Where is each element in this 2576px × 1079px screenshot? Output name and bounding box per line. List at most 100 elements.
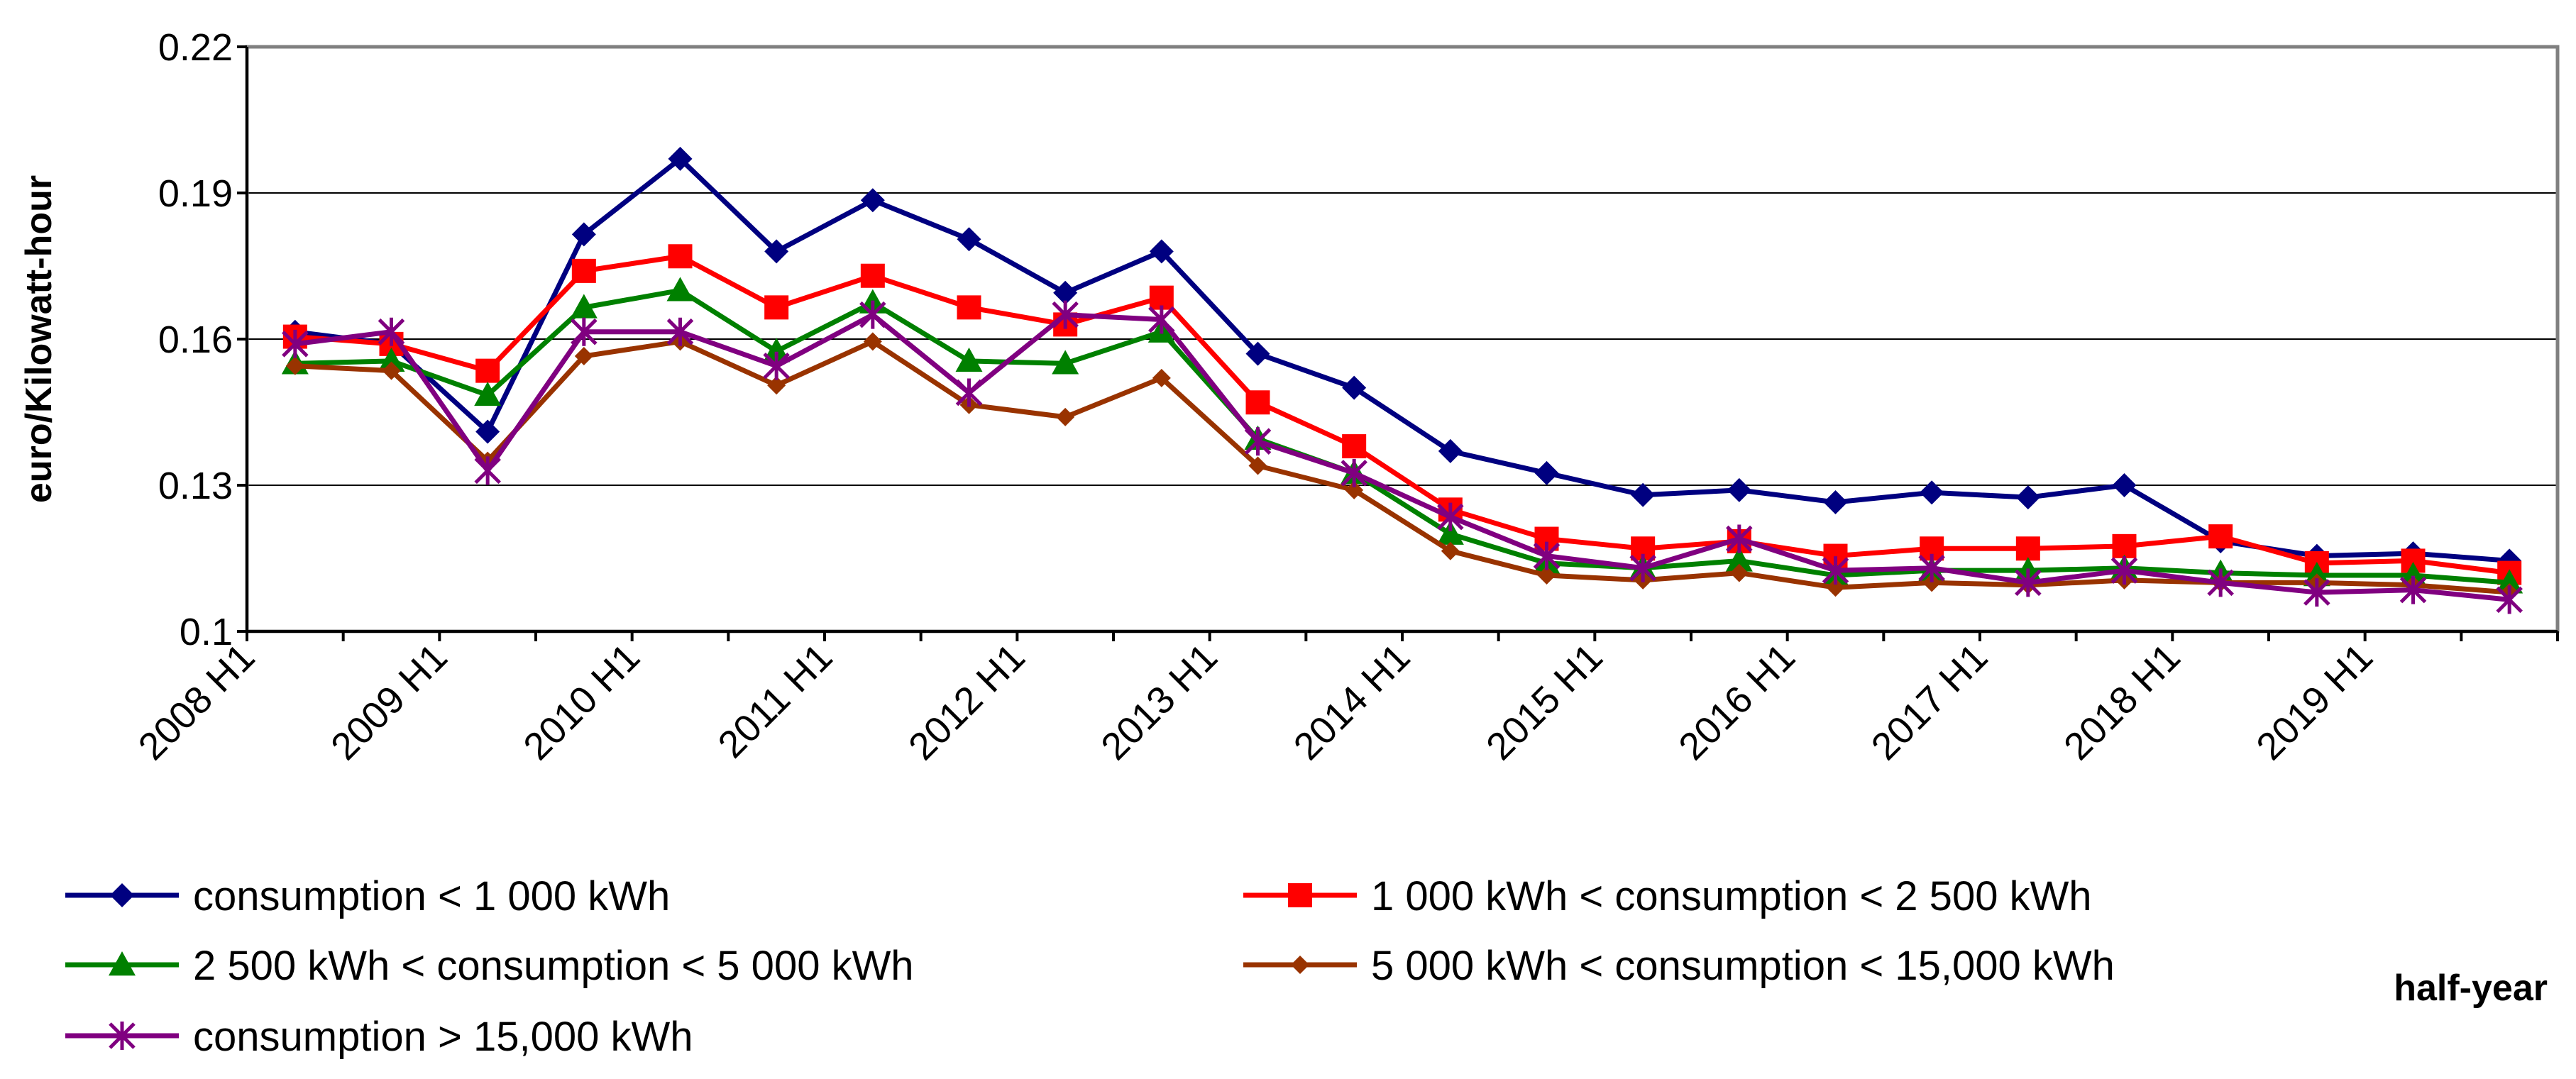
data-point — [1726, 524, 1753, 553]
data-point — [1631, 482, 1656, 507]
legend-marker — [1291, 956, 1309, 974]
legend-marker — [110, 883, 134, 907]
y-tick-label: 0.13 — [158, 465, 233, 507]
series-layer — [281, 146, 2523, 614]
y-tick-label: 0.16 — [158, 319, 233, 361]
y-tick-label: 0.1 — [180, 611, 233, 653]
x-axis-label: half-year — [2394, 968, 2548, 1009]
data-point — [570, 294, 598, 319]
series-5 — [282, 300, 2523, 614]
data-point — [1725, 547, 1753, 572]
x-tick-label: 2015 H1 — [1478, 636, 1611, 768]
data-point — [1148, 305, 1175, 334]
data-point — [767, 376, 786, 395]
data-point — [1537, 566, 1556, 585]
data-point — [666, 317, 694, 346]
gridlines — [247, 192, 2558, 486]
series-3 — [281, 277, 2523, 594]
data-point — [282, 329, 309, 358]
data-point — [957, 227, 981, 252]
data-point — [1629, 553, 1656, 582]
data-point — [2303, 578, 2330, 607]
data-point — [474, 381, 502, 406]
legend-item: 1 000 kWh < consumption < 2 500 kWh — [1243, 873, 2092, 919]
data-point — [860, 263, 885, 288]
series-1 — [282, 146, 2522, 573]
legend-item: 2 500 kWh < consumption < 5 000 kWh — [65, 943, 914, 989]
data-point — [574, 347, 593, 366]
data-point — [2015, 536, 2040, 561]
legend: consumption < 1 000 kWh 1 000 kWh < consu… — [65, 873, 2115, 1060]
data-point — [1822, 556, 1849, 585]
series-2 — [282, 244, 2522, 585]
data-point — [285, 356, 304, 375]
x-tick-label: 2016 H1 — [1670, 636, 1803, 768]
legend-marker — [109, 951, 136, 976]
data-point — [1441, 541, 1460, 560]
legend-item: 5 000 kWh < consumption < 15,000 kWh — [1243, 943, 2115, 989]
data-point — [2112, 473, 2137, 497]
data-point — [2399, 575, 2427, 604]
series-line — [295, 312, 2510, 602]
x-tick-label: 2013 H1 — [1093, 636, 1226, 768]
y-tick-label: 0.22 — [158, 26, 233, 69]
data-point — [1244, 427, 1272, 456]
data-point — [2496, 569, 2523, 594]
data-point — [382, 361, 401, 380]
data-point — [1438, 438, 1463, 463]
legend-marker — [109, 1022, 136, 1050]
data-point — [1918, 553, 1945, 582]
data-point — [859, 300, 886, 329]
data-point — [1052, 300, 1079, 329]
data-point — [1922, 573, 1942, 592]
data-point — [1345, 480, 1364, 499]
data-point — [1245, 390, 1270, 415]
y-tick-labels: 0.22 0.19 0.16 0.13 0.1 — [158, 26, 233, 653]
data-point — [860, 188, 885, 213]
data-point — [1729, 563, 1749, 582]
legend-label: 1 000 kWh < consumption < 2 500 kWh — [1371, 873, 2092, 919]
data-point — [1533, 541, 1561, 570]
data-point — [378, 317, 405, 346]
x-tick-label: 2008 H1 — [131, 636, 263, 768]
data-point — [1245, 341, 1270, 366]
data-point — [1052, 350, 1079, 375]
data-point — [475, 358, 500, 383]
series-4 — [285, 332, 2519, 602]
x-tick-label: 2010 H1 — [515, 636, 648, 768]
data-point — [764, 295, 789, 320]
legend-label: 5 000 kWh < consumption < 15,000 kWh — [1371, 943, 2115, 989]
data-point — [2015, 568, 2042, 597]
data-point — [1826, 578, 1845, 597]
x-tick-label: 2018 H1 — [2056, 636, 2189, 768]
legend-item: consumption > 15,000 kWh — [65, 1014, 693, 1060]
data-point — [1341, 458, 1367, 487]
legend-label: consumption < 1 000 kWh — [193, 873, 670, 919]
series-line — [295, 287, 2510, 585]
data-point — [2112, 533, 2137, 558]
data-point — [955, 347, 983, 372]
x-tick-label: 2011 H1 — [710, 636, 841, 766]
data-point — [1248, 456, 1267, 475]
series-line — [295, 156, 2510, 563]
data-point — [2015, 485, 2040, 510]
data-point — [2110, 556, 2138, 585]
x-tick-label: 2017 H1 — [1864, 636, 1996, 768]
data-point — [1437, 502, 1464, 531]
x-tick-label: 2012 H1 — [901, 636, 1033, 768]
series-line — [295, 338, 2510, 595]
data-point — [1534, 460, 1559, 485]
data-point — [1823, 490, 1848, 515]
legend-label: consumption > 15,000 kWh — [193, 1014, 693, 1060]
data-point — [1152, 368, 1171, 387]
y-tick-label: 0.19 — [158, 172, 233, 215]
data-point — [475, 419, 500, 444]
data-point — [764, 239, 789, 264]
data-point — [2399, 562, 2427, 587]
data-point — [571, 317, 598, 346]
data-point — [668, 146, 693, 171]
data-point — [571, 222, 596, 247]
x-tick-label: 2019 H1 — [2248, 636, 2381, 768]
data-point — [571, 258, 596, 283]
data-point — [1342, 375, 1367, 400]
